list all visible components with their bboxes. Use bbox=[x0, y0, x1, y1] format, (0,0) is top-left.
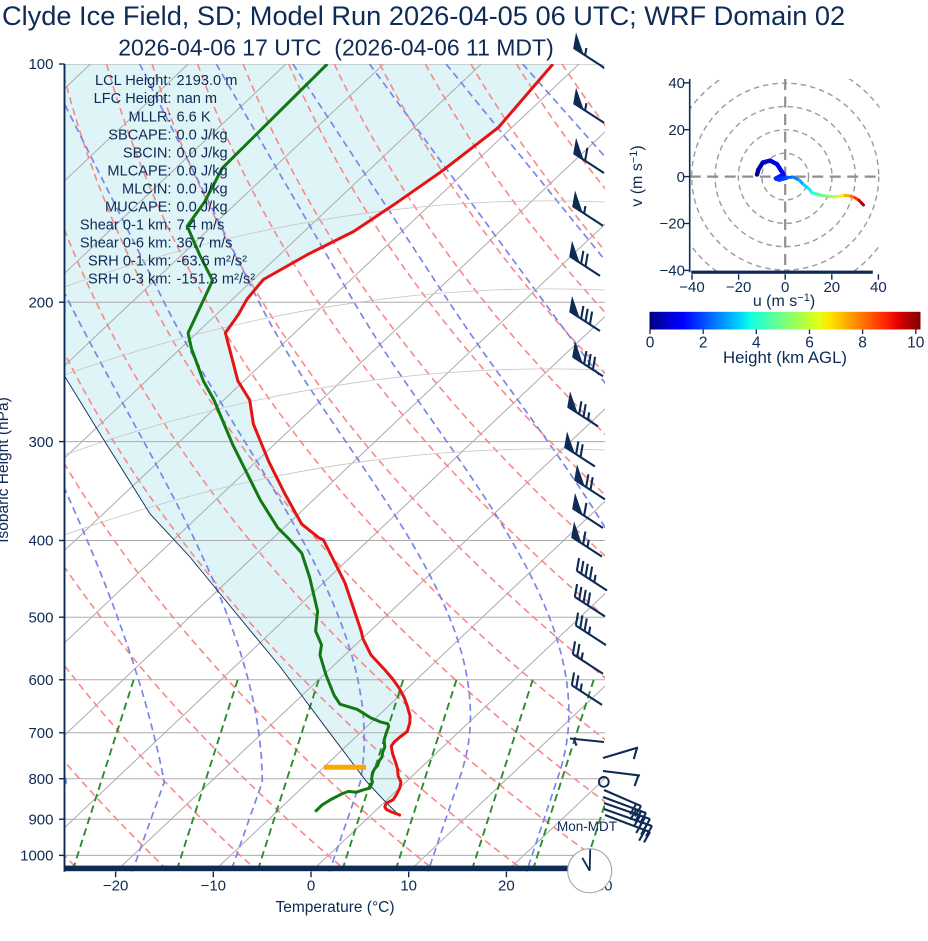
svg-text:0: 0 bbox=[677, 169, 685, 186]
svg-text:Height (km AGL): Height (km AGL) bbox=[723, 348, 847, 367]
svg-text:0.0 J/kg: 0.0 J/kg bbox=[177, 145, 228, 161]
svg-text:MLLR:: MLLR: bbox=[129, 109, 172, 125]
svg-text:36.7 m/s: 36.7 m/s bbox=[177, 236, 233, 252]
svg-text:0: 0 bbox=[781, 279, 789, 296]
svg-text:6.6 K: 6.6 K bbox=[177, 109, 211, 125]
svg-text:40: 40 bbox=[668, 75, 685, 92]
svg-text:400: 400 bbox=[28, 533, 53, 550]
svg-text:10: 10 bbox=[907, 335, 925, 352]
svg-text:500: 500 bbox=[28, 609, 53, 626]
svg-text:LCL Height:: LCL Height: bbox=[95, 73, 172, 89]
svg-text:0.0 J/kg: 0.0 J/kg bbox=[177, 181, 228, 197]
svg-text:Clyde Ice Field, SD; Model Run: Clyde Ice Field, SD; Model Run 2026-04-0… bbox=[2, 0, 845, 31]
svg-text:10: 10 bbox=[400, 878, 417, 895]
svg-text:20: 20 bbox=[498, 878, 515, 895]
svg-text:nan m: nan m bbox=[177, 91, 218, 107]
svg-text:4: 4 bbox=[752, 335, 761, 352]
svg-text:8: 8 bbox=[858, 335, 867, 352]
svg-text:Isobaric Height (hPa): Isobaric Height (hPa) bbox=[0, 397, 12, 543]
svg-text:7.4 m/s: 7.4 m/s bbox=[177, 217, 225, 233]
svg-text:900: 900 bbox=[28, 811, 53, 828]
svg-text:200: 200 bbox=[28, 294, 53, 311]
svg-text:0: 0 bbox=[646, 335, 655, 352]
svg-text:−40: −40 bbox=[679, 279, 704, 296]
svg-text:0.0 J/kg: 0.0 J/kg bbox=[177, 127, 228, 143]
svg-text:−20: −20 bbox=[660, 216, 685, 233]
svg-text:6: 6 bbox=[805, 335, 814, 352]
svg-text:SRH 0-3 km:: SRH 0-3 km: bbox=[88, 272, 172, 288]
svg-text:0.0 J/kg: 0.0 J/kg bbox=[177, 199, 228, 215]
svg-text:SRH 0-1 km:: SRH 0-1 km: bbox=[88, 254, 172, 270]
svg-text:40: 40 bbox=[870, 279, 887, 296]
svg-text:600: 600 bbox=[28, 672, 53, 689]
svg-text:0.0 J/kg: 0.0 J/kg bbox=[177, 163, 228, 179]
svg-text:1000: 1000 bbox=[20, 848, 53, 865]
svg-text:700: 700 bbox=[28, 725, 53, 742]
svg-text:LFC Height:: LFC Height: bbox=[94, 91, 172, 107]
svg-text:Shear 0-1 km:: Shear 0-1 km: bbox=[80, 217, 172, 233]
svg-text:0: 0 bbox=[307, 878, 315, 895]
svg-text:100: 100 bbox=[28, 56, 53, 73]
svg-text:2: 2 bbox=[699, 335, 708, 352]
svg-text:MLCAPE:: MLCAPE: bbox=[107, 163, 171, 179]
svg-text:Temperature (°C): Temperature (°C) bbox=[275, 899, 394, 916]
svg-text:2193.0 m: 2193.0 m bbox=[177, 73, 238, 89]
svg-text:-151.3 m²/s²: -151.3 m²/s² bbox=[177, 272, 256, 288]
svg-text:MUCAPE:: MUCAPE: bbox=[105, 199, 172, 215]
svg-text:Shear 0-6 km:: Shear 0-6 km: bbox=[80, 236, 172, 252]
svg-text:300: 300 bbox=[28, 434, 53, 451]
svg-text:20: 20 bbox=[823, 279, 840, 296]
svg-text:SBCAPE:: SBCAPE: bbox=[108, 127, 171, 143]
svg-text:-63.6 m²/s²: -63.6 m²/s² bbox=[177, 254, 248, 270]
svg-text:20: 20 bbox=[668, 122, 685, 139]
svg-text:−20: −20 bbox=[103, 878, 128, 895]
svg-text:2026-04-06 17 UTC (2026-04-06: 2026-04-06 17 UTC (2026-04-06 11 MDT) bbox=[118, 35, 554, 61]
svg-text:−20: −20 bbox=[726, 279, 751, 296]
svg-text:−10: −10 bbox=[201, 878, 226, 895]
svg-text:Mon-MDT: Mon-MDT bbox=[557, 819, 617, 834]
svg-text:−40: −40 bbox=[660, 263, 685, 280]
svg-text:MLCIN:: MLCIN: bbox=[122, 181, 171, 197]
svg-text:SBCIN:: SBCIN: bbox=[123, 145, 172, 161]
svg-text:800: 800 bbox=[28, 771, 53, 788]
